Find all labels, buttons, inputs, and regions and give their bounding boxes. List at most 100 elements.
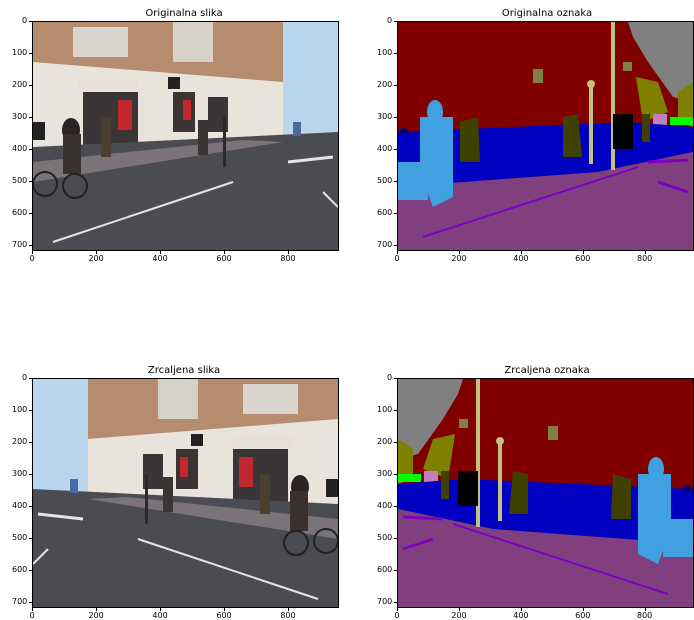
y-tick-label: 600 [377, 564, 393, 574]
y-tick-label: 600 [12, 207, 28, 217]
y-tick-label: 500 [377, 532, 393, 542]
x-tick-label: 600 [575, 254, 591, 263]
x-tick-label: 800 [637, 254, 653, 263]
y-tick-mark [29, 116, 32, 118]
y-tick-mark [29, 244, 32, 246]
y-tick-mark [29, 148, 32, 150]
y-tick-label: 300 [12, 468, 28, 478]
y-tick-label: 400 [377, 500, 393, 510]
x-tick-mark [397, 251, 398, 254]
x-tick-mark [397, 608, 398, 611]
y-tick-mark [394, 378, 397, 379]
y-tick-label: 100 [12, 47, 28, 57]
y-tick-mark [29, 84, 32, 86]
x-tick-label: 600 [216, 611, 232, 620]
x-tick-label: 0 [394, 611, 400, 620]
panel-title: Zrcaljena slika [147, 365, 221, 376]
panel-title: Originalna oznaka [501, 8, 593, 19]
y-tick-label: 300 [377, 468, 393, 478]
original-label-map [397, 21, 694, 251]
x-tick-label: 200 [88, 611, 104, 620]
y-tick-label: 100 [377, 47, 393, 57]
y-tick-label: 200 [377, 436, 393, 446]
y-tick-label: 0 [22, 373, 28, 382]
x-tick-mark [159, 251, 161, 254]
x-tick-label: 400 [152, 611, 168, 620]
x-tick-label: 0 [394, 254, 400, 263]
y-tick-mark [29, 473, 32, 475]
y-tick-label: 600 [377, 207, 393, 217]
y-tick-label: 300 [377, 111, 393, 121]
y-tick-label: 700 [12, 239, 28, 249]
x-tick-mark [95, 608, 97, 611]
panel-title: Zrcaljena oznaka [504, 365, 590, 376]
y-tick-label: 600 [12, 564, 28, 574]
y-tick-mark [29, 569, 32, 571]
y-tick-label: 200 [12, 436, 28, 446]
y-tick-mark [394, 52, 397, 54]
panel-title: Originalna slika [145, 8, 223, 19]
y-tick-mark [394, 180, 397, 182]
x-tick-mark [644, 251, 646, 254]
y-tick-mark [394, 441, 397, 443]
y-tick-label: 500 [12, 175, 28, 185]
y-tick-mark [29, 180, 32, 182]
y-tick-mark [394, 473, 397, 475]
x-tick-mark [287, 251, 289, 254]
mirrored-label-map [397, 378, 694, 608]
y-tick-mark [394, 244, 397, 246]
y-tick-mark [394, 21, 397, 22]
y-tick-mark [29, 52, 32, 54]
y-tick-mark [29, 212, 32, 214]
y-tick-label: 700 [377, 596, 393, 606]
y-tick-mark [29, 601, 32, 603]
x-tick-mark [644, 608, 646, 611]
mirrored-photo [32, 378, 339, 608]
y-tick-mark [394, 537, 397, 539]
y-tick-mark [394, 148, 397, 150]
y-tick-label: 200 [12, 79, 28, 89]
y-tick-mark [29, 378, 32, 379]
y-tick-mark [29, 505, 32, 507]
x-tick-mark [32, 608, 33, 611]
y-tick-label: 100 [377, 404, 393, 414]
x-tick-label: 200 [88, 254, 104, 263]
y-tick-label: 300 [12, 111, 28, 121]
x-tick-label: 800 [637, 611, 653, 620]
y-tick-label: 100 [12, 404, 28, 414]
x-tick-mark [520, 608, 522, 611]
x-tick-mark [287, 608, 289, 611]
x-tick-label: 200 [451, 254, 467, 263]
x-tick-mark [458, 608, 460, 611]
x-tick-label: 800 [280, 254, 296, 263]
x-tick-label: 600 [575, 611, 591, 620]
x-tick-mark [582, 251, 584, 254]
y-tick-label: 400 [12, 500, 28, 510]
y-tick-label: 400 [377, 143, 393, 153]
y-tick-label: 0 [22, 16, 28, 25]
y-tick-mark [29, 537, 32, 539]
y-tick-label: 500 [12, 532, 28, 542]
y-tick-label: 400 [12, 143, 28, 153]
x-tick-label: 200 [451, 611, 467, 620]
y-tick-label: 700 [377, 239, 393, 249]
x-tick-mark [32, 251, 33, 254]
y-tick-mark [29, 409, 32, 411]
y-tick-mark [29, 21, 32, 22]
y-tick-mark [394, 116, 397, 118]
y-tick-mark [394, 84, 397, 86]
y-tick-mark [394, 409, 397, 411]
x-tick-mark [582, 608, 584, 611]
x-tick-mark [458, 251, 460, 254]
y-tick-label: 700 [12, 596, 28, 606]
x-tick-mark [223, 608, 225, 611]
x-tick-mark [223, 251, 225, 254]
x-tick-label: 600 [216, 254, 232, 263]
y-tick-label: 500 [377, 175, 393, 185]
x-tick-label: 800 [280, 611, 296, 620]
y-tick-label: 0 [387, 16, 393, 25]
y-tick-label: 0 [387, 373, 393, 382]
y-tick-label: 200 [377, 79, 393, 89]
x-tick-label: 0 [29, 254, 35, 263]
original-photo [32, 21, 339, 251]
